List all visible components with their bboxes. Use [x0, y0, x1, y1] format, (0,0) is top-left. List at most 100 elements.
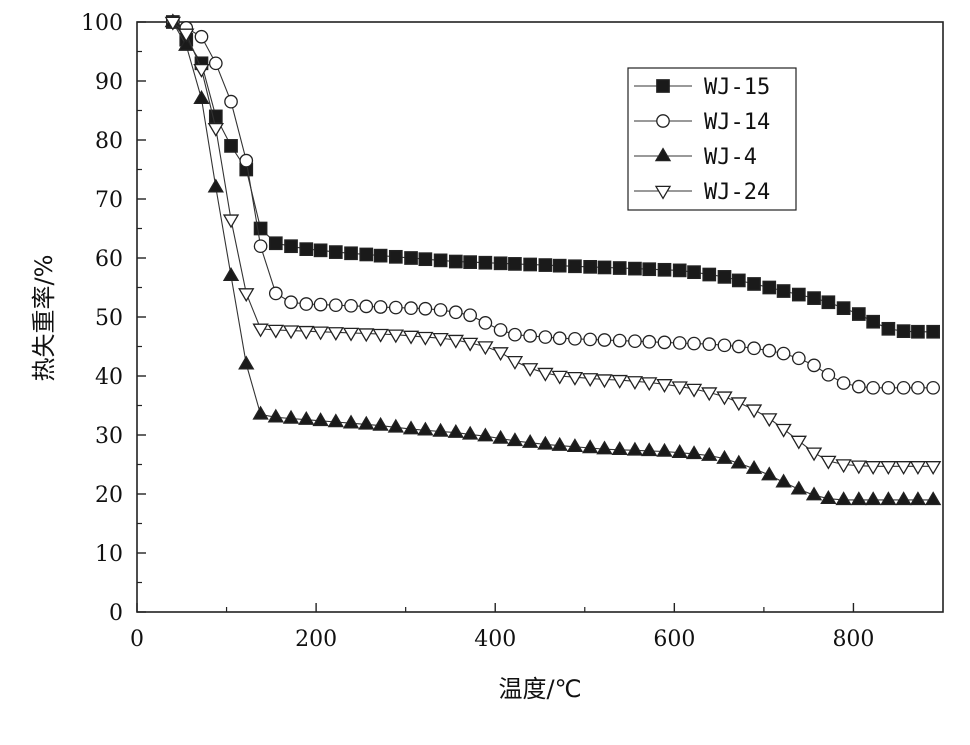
data-point [611, 374, 628, 389]
y-tick-label: 80 [95, 129, 123, 154]
data-point [222, 267, 240, 281]
data-point [895, 491, 912, 506]
x-axis-title: 温度/℃ [498, 675, 581, 703]
data-point [448, 305, 463, 320]
data-point [551, 436, 568, 451]
data-point [805, 486, 823, 501]
data-point [448, 254, 463, 269]
data-point [447, 334, 464, 349]
data-point [807, 358, 821, 373]
y-tick-label: 0 [109, 601, 123, 626]
legend: WJ-15 WJ-14 WJ-4 WJ-24 [627, 67, 797, 211]
data-point [493, 256, 508, 271]
data-point [836, 376, 851, 390]
data-point [299, 242, 314, 256]
data-point [193, 90, 210, 104]
data-point [926, 380, 940, 395]
data-point [238, 355, 255, 370]
data-point [358, 415, 375, 430]
data-point [776, 284, 791, 298]
data-point [836, 301, 851, 316]
data-point [312, 326, 329, 341]
data-point [761, 413, 778, 428]
data-point [372, 328, 389, 343]
data-point [581, 373, 599, 388]
data-point [461, 425, 479, 440]
data-point [208, 56, 223, 71]
data-point [267, 408, 284, 423]
data-point [463, 255, 477, 269]
data-point [358, 328, 375, 343]
data-point [508, 327, 522, 342]
data-point [702, 267, 717, 282]
data-point [461, 337, 479, 352]
data-point [373, 300, 388, 314]
data-point [911, 380, 925, 395]
legend-label: WJ-24 [704, 180, 770, 205]
data-point [596, 440, 613, 455]
x-tick-label: 0 [130, 627, 144, 652]
data-point [313, 297, 328, 312]
axis-tick-labels: 0 200 400 600 800 0 10 20 30 40 50 60 70 80 90 100 [81, 11, 874, 652]
legend-marker [656, 79, 670, 93]
data-point [702, 337, 717, 351]
legend-label: WJ-14 [704, 110, 770, 135]
data-point [776, 346, 791, 361]
data-point [299, 297, 314, 311]
data-point [463, 308, 477, 323]
data-point [745, 404, 763, 419]
data-point [447, 423, 464, 438]
data-point [909, 461, 927, 475]
data-point [730, 397, 747, 412]
series-line [172, 21, 934, 467]
data-point [924, 491, 942, 506]
data-point [327, 413, 344, 428]
data-point [656, 379, 673, 393]
data-point [328, 245, 343, 259]
data-point [313, 243, 328, 258]
data-point [717, 338, 732, 353]
data-point [672, 263, 687, 278]
data-point [911, 324, 925, 339]
data-point [284, 239, 298, 254]
data-point [657, 262, 672, 277]
y-tick-label: 100 [81, 11, 123, 36]
data-point [596, 374, 613, 389]
data-point [641, 442, 658, 457]
data-point [687, 265, 701, 280]
data-point [492, 347, 509, 362]
data-point [671, 444, 688, 458]
data-point [372, 416, 389, 431]
data-point [552, 258, 567, 273]
data-point [523, 329, 537, 343]
data-point [672, 336, 687, 350]
y-tick-label: 10 [95, 542, 123, 567]
series-layer [164, 13, 942, 506]
data-point [327, 327, 344, 342]
data-point [642, 334, 657, 349]
data-point [642, 262, 657, 277]
legend-label: WJ-15 [704, 75, 770, 100]
data-point [224, 94, 238, 109]
data-point [493, 323, 508, 337]
data-point [387, 418, 404, 433]
data-point [851, 379, 866, 394]
data-point [671, 381, 688, 396]
x-tick-label: 200 [295, 627, 337, 652]
data-point [626, 441, 644, 456]
series-WJ-15 [165, 15, 940, 339]
series-line [172, 21, 934, 389]
series-WJ-24 [164, 16, 942, 475]
data-point [641, 377, 658, 392]
legend-marker [654, 185, 672, 200]
series-line [172, 21, 934, 333]
data-point [402, 330, 420, 345]
y-tick-label: 30 [95, 424, 123, 449]
data-point [359, 247, 374, 262]
data-point [252, 323, 269, 338]
data-point [417, 331, 434, 346]
data-point [880, 491, 897, 506]
data-point [775, 473, 792, 488]
data-point [895, 461, 912, 475]
data-point [387, 329, 404, 344]
